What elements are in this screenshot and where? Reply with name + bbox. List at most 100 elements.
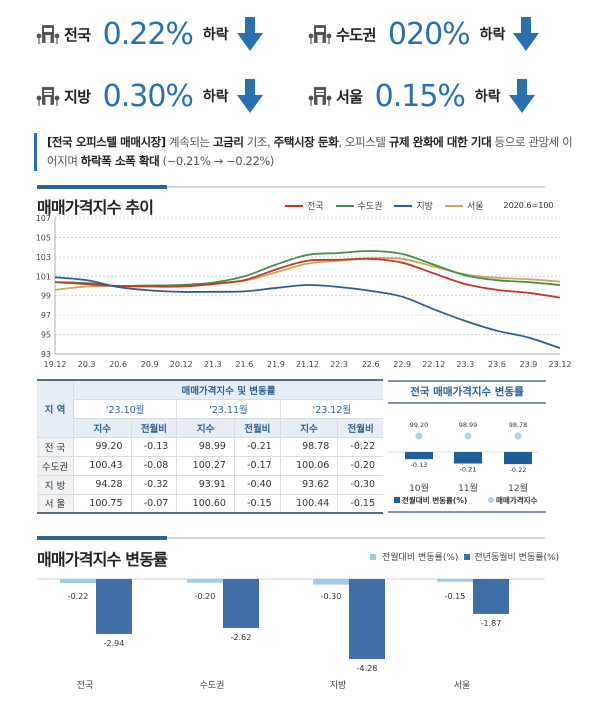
table-subheader: 전월비 <box>233 418 281 438</box>
mom-bar <box>504 452 532 465</box>
building-icon <box>308 87 332 106</box>
series-line-전국 <box>54 257 561 299</box>
table-cell: 98.78 <box>279 437 338 457</box>
index-dot-label: 98.99 <box>459 421 478 429</box>
kpi-region-label: 서울 <box>336 87 363 106</box>
mom-bar-label: -0.22 <box>68 592 89 601</box>
kpi-provinces: 지방 0.30% 하락 <box>36 76 263 116</box>
note-text: (−0.21% → −0.22%) <box>159 154 275 168</box>
x-tick-label: 21.6 <box>235 360 253 369</box>
x-tick-label: 21.3 <box>204 360 222 369</box>
table-cell: 94.28 <box>72 475 132 495</box>
down-arrow-icon <box>236 79 263 113</box>
legend-label: 전년동월비 변동률(%) <box>474 553 560 563</box>
mom-bar <box>454 452 482 464</box>
nationwide-change-mini-chart: 전국 매매가격지수 변동률 -0.13 99.20 10월 -0.21 98.99 11월 -… <box>388 380 546 513</box>
x-tick-label: 22.3 <box>330 360 348 369</box>
table-cell: -0.40 <box>233 475 281 495</box>
table-header-title: 매매가격지수 및 변동률 <box>72 379 383 400</box>
bar-chart-title: 매매가격지수 변동률 <box>37 550 168 569</box>
y-tick-label: 93 <box>41 350 51 359</box>
kpi-nationwide: 전국 0.22% 하락 <box>36 14 263 54</box>
index-dot <box>415 432 423 440</box>
mom-bar-label: -0.20 <box>195 592 216 601</box>
legend-item: 서울 <box>444 199 484 212</box>
legend-swatch <box>370 553 376 560</box>
note-heading: [전국 오피스텔 매매시장] <box>47 135 166 149</box>
table-subheader: 지수 <box>279 418 338 438</box>
note-text: , 오피스텔 <box>338 135 389 149</box>
x-tick-label: 지방 <box>330 680 347 691</box>
x-tick-label: 전국 <box>77 680 94 691</box>
x-tick-label: 12월 <box>508 482 528 494</box>
table-header-period: '23.11월 <box>176 399 281 419</box>
mom-bar-label: -0.21 <box>460 466 477 474</box>
yoy-bar <box>96 579 132 634</box>
legend-swatch <box>488 497 494 503</box>
legend-swatch <box>285 204 303 207</box>
x-tick-label: 21.9 <box>267 360 285 369</box>
legend-label: 서울 <box>466 202 484 212</box>
note-text: 계속되는 <box>165 135 213 149</box>
x-tick-label: 수도권 <box>200 679 225 691</box>
note-text: 기조, <box>243 135 274 149</box>
y-tick-label: 105 <box>36 233 51 242</box>
price-index-table: 지 역 매매가격지수 및 변동률 '23.10월 '23.11월 '23.12월… <box>37 379 383 514</box>
mom-bar <box>405 452 433 460</box>
change-rate-bar-chart: -0.22 -2.94 전국 -0.20 -2.62 수도권 -0.30 -4.28 지방 -0.… <box>37 578 545 691</box>
building-icon <box>36 25 60 44</box>
kpi-region-label: 전국 <box>64 25 91 44</box>
legend-swatch <box>335 204 354 207</box>
kpi-capital: 수도권 020% 하락 <box>308 14 540 54</box>
kpi-region-label: 수도권 <box>336 25 376 44</box>
legend-swatch <box>394 204 413 207</box>
table-row-region: 전 국 <box>37 437 74 457</box>
table-subheader: 전월비 <box>130 418 177 438</box>
y-tick-label: 101 <box>36 272 51 281</box>
x-tick-label: 22.12 <box>422 360 445 369</box>
table-cell: -0.08 <box>130 456 177 476</box>
note-emphasis: 규제 완화에 대한 기대 <box>388 135 492 149</box>
yoy-bar <box>223 579 259 628</box>
mom-bar-label: -0.13 <box>411 461 428 469</box>
table-cell: -0.21 <box>233 437 281 457</box>
kpi-value: 0.15% <box>374 78 466 114</box>
building-icon <box>308 25 332 44</box>
table-row-region: 지 방 <box>37 475 74 495</box>
table-cell: 100.75 <box>72 494 132 514</box>
table-cell: -0.22 <box>337 437 383 457</box>
x-tick-label: 23.3 <box>456 360 474 369</box>
table-cell: -0.32 <box>130 475 177 495</box>
mom-bar <box>437 579 473 582</box>
table-row: 지 방 94.28 -0.32 93.91 -0.40 93.62 -0.30 <box>37 475 383 495</box>
legend-item: 수도권 <box>335 199 382 212</box>
series-line-수도권 <box>54 250 561 288</box>
yoy-bar-label: -2.62 <box>231 633 252 642</box>
legend-swatch <box>464 553 471 560</box>
x-tick-label: 서울 <box>454 680 471 691</box>
yoy-bar-label: -4.28 <box>357 664 378 673</box>
legend-label: 전월대비 변동률(%) <box>382 553 459 563</box>
y-tick-label: 97 <box>41 311 51 320</box>
x-tick-label: 23.6 <box>488 360 506 369</box>
table-header-period: '23.12월 <box>279 399 383 419</box>
mom-bar <box>187 579 223 583</box>
line-chart-legend: 전국 수도권 지방 서울 2020.6=100 <box>285 199 554 212</box>
table-cell: 93.62 <box>279 475 338 495</box>
kpi-value: 0.22% <box>102 16 194 52</box>
index-dot <box>464 432 472 440</box>
kpi-value: 0.30% <box>102 78 194 114</box>
note-emphasis: 고금리 <box>212 135 244 149</box>
table-cell: 99.20 <box>72 437 132 457</box>
mini-chart-title: 전국 매매가격지수 변동률 <box>410 385 524 398</box>
yoy-bar-label: -1.87 <box>481 619 502 628</box>
table-cell: 93.91 <box>176 475 235 495</box>
note-text: 등으로 관망세 이어지며 <box>47 135 573 168</box>
yoy-bar <box>349 579 385 659</box>
series-line-지방 <box>54 276 561 350</box>
table-header-period: '23.10월 <box>72 399 177 419</box>
table-subheader: 전월비 <box>337 418 383 438</box>
mom-bar-label: -0.22 <box>510 466 527 474</box>
mom-bar-label: -0.15 <box>445 592 466 601</box>
table-row: 전 국 99.20 -0.13 98.99 -0.21 98.78 -0.22 <box>37 437 383 457</box>
